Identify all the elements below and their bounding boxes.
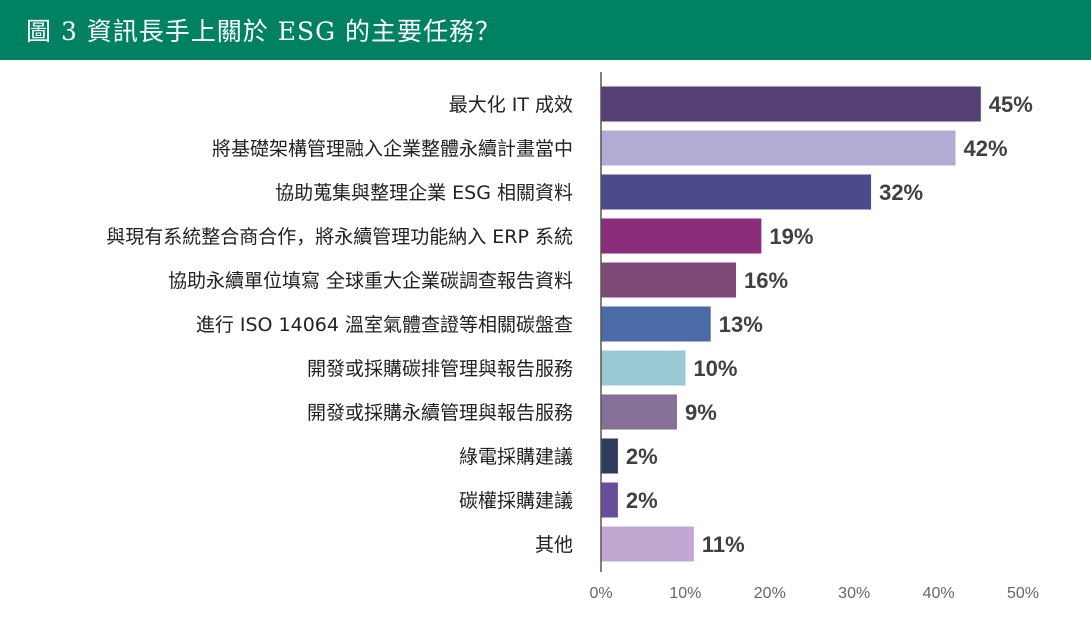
- title-banner: 圖 3 資訊長手上關於 ESG 的主要任務？: [0, 0, 1091, 60]
- x-tick-label: 20%: [754, 585, 786, 602]
- bar: [601, 130, 956, 166]
- data-label: 11%: [702, 532, 745, 557]
- category-label: 將基礎架構管理融入企業整體永續計畫當中: [212, 138, 573, 160]
- category-label: 與現有系統整合商合作，將永續管理功能納入 ERP 系統: [106, 226, 573, 248]
- bar: [601, 174, 872, 210]
- category-label: 開發或採購永續管理與報告服務: [307, 402, 573, 424]
- bar: [601, 350, 686, 386]
- x-tick-label: 40%: [923, 585, 955, 602]
- data-label: 2%: [626, 488, 658, 513]
- x-tick-label: 30%: [838, 585, 870, 602]
- bar: [601, 438, 618, 474]
- chart-title: 圖 3 資訊長手上關於 ESG 的主要任務？: [26, 17, 502, 46]
- data-label: 45%: [989, 92, 1033, 117]
- category-label: 開發或採購碳排管理與報告服務: [307, 358, 573, 380]
- data-label: 13%: [719, 312, 763, 337]
- data-label: 9%: [685, 400, 717, 425]
- data-label: 16%: [744, 268, 788, 293]
- category-label: 綠電採購建議: [459, 446, 573, 468]
- bar: [601, 306, 711, 342]
- data-label: 2%: [626, 444, 658, 469]
- data-label: 19%: [769, 224, 813, 249]
- bar: [601, 262, 737, 298]
- category-label: 其他: [535, 534, 573, 556]
- bar: [601, 218, 762, 254]
- category-label: 協助永續單位填寫 全球重大企業碳調查報告資料: [168, 270, 573, 292]
- x-tick-label: 50%: [1007, 585, 1039, 602]
- data-label: 10%: [693, 356, 737, 381]
- x-tick-label: 10%: [669, 585, 701, 602]
- bar: [601, 394, 677, 430]
- bar: [601, 86, 981, 122]
- bar: [601, 482, 618, 518]
- category-label: 碳權採購建議: [459, 490, 573, 512]
- bar: [601, 526, 694, 562]
- category-label: 協助蒐集與整理企業 ESG 相關資料: [275, 182, 573, 204]
- x-tick-label: 0%: [589, 585, 612, 602]
- category-label: 最大化 IT 成效: [449, 94, 573, 116]
- data-label: 32%: [879, 180, 923, 205]
- category-label: 進行 ISO 14064 溫室氣體查證等相關碳盤查: [196, 314, 573, 336]
- data-label: 42%: [963, 136, 1007, 161]
